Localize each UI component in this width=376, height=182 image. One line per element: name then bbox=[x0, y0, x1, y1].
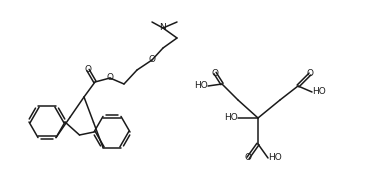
Text: HO: HO bbox=[194, 82, 208, 90]
Text: O: O bbox=[244, 153, 252, 163]
Text: HO: HO bbox=[224, 114, 238, 122]
Text: O: O bbox=[211, 68, 218, 78]
Text: HO: HO bbox=[268, 153, 282, 163]
Text: O: O bbox=[106, 74, 114, 82]
Text: O: O bbox=[306, 70, 314, 78]
Text: O: O bbox=[149, 56, 156, 64]
Text: HO: HO bbox=[312, 88, 326, 96]
Text: N: N bbox=[160, 23, 166, 33]
Text: O: O bbox=[85, 66, 91, 74]
